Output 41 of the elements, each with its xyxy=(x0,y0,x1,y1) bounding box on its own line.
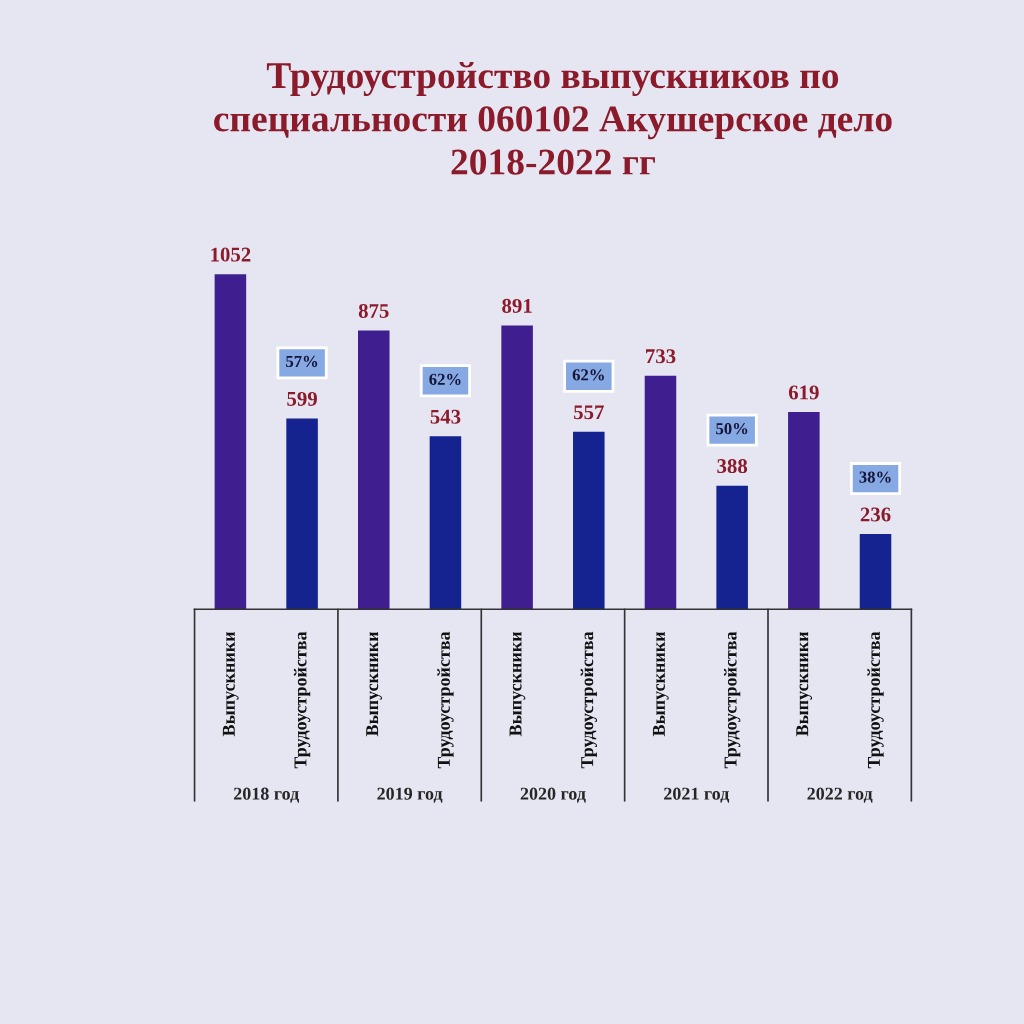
x-tick-label: 2019 год xyxy=(377,787,443,803)
text: Выпускники xyxy=(509,631,526,737)
text: Выпускники xyxy=(222,631,239,737)
data-label: 891 xyxy=(502,298,532,313)
bar xyxy=(644,375,677,610)
data-label: 236 xyxy=(860,507,891,522)
text: Трудоустройства xyxy=(437,631,454,769)
text: Трудоустройства xyxy=(724,631,741,769)
x-tick-label: 2018 год xyxy=(233,787,300,803)
annotation: 62% xyxy=(572,369,604,381)
text: Трудоустройства xyxy=(293,631,311,769)
data-label: 875 xyxy=(358,303,389,318)
bar xyxy=(859,534,892,610)
x-tick-label: 2022 год xyxy=(807,787,873,803)
annotation: 57% xyxy=(286,355,318,368)
bar xyxy=(357,330,390,610)
data-label: 557 xyxy=(574,405,604,420)
annotation: 50% xyxy=(716,423,748,435)
data-label: 619 xyxy=(788,385,819,400)
bar xyxy=(573,431,605,610)
bar xyxy=(501,325,533,610)
bar xyxy=(214,274,247,610)
annotation: 62% xyxy=(429,373,461,385)
text: Выпускники xyxy=(652,631,669,737)
data-label: 543 xyxy=(430,409,461,424)
data-label: 388 xyxy=(717,459,748,474)
text: Выпускники xyxy=(796,631,813,737)
bar xyxy=(716,485,748,610)
text: Выпускники xyxy=(366,631,382,737)
bar xyxy=(286,418,318,610)
x-tick-label: 2021 год xyxy=(664,787,730,803)
data-label: 599 xyxy=(287,391,317,406)
bar xyxy=(788,412,820,610)
bar xyxy=(429,436,462,610)
annotation: 38% xyxy=(859,471,891,483)
x-tick-label: 2020 год xyxy=(520,787,586,803)
text: Трудоустройства xyxy=(580,631,597,769)
data-label: 733 xyxy=(646,349,676,364)
chart-title: Трудоустройство выпускников по специальности 060102 Акушерское дело 2018-2022 гг xyxy=(214,62,892,175)
data-label: 1052 xyxy=(211,247,251,262)
text: Трудоустройства xyxy=(867,631,884,769)
